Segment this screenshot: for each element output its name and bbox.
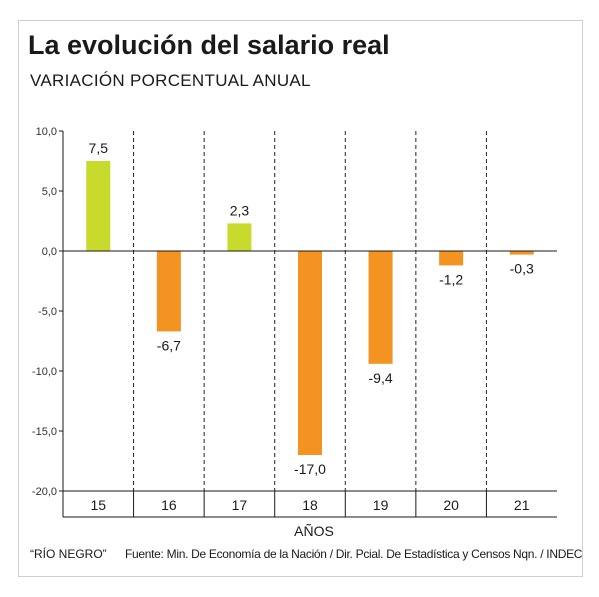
- x-axis-title: AÑOS: [294, 523, 334, 539]
- bar: [227, 223, 252, 251]
- x-tick-label: 20: [443, 497, 459, 513]
- chart-frame: [18, 20, 583, 577]
- chart-title: La evolución del salario real: [28, 30, 390, 60]
- bar: [368, 251, 393, 364]
- y-tick-label: 10,0: [36, 126, 57, 138]
- bars: [86, 161, 534, 455]
- y-tick-label: -20,0: [32, 486, 57, 498]
- data-label: -1,2: [439, 271, 463, 287]
- y-tick-labels: 10,0 5,0 0,0 -5,0 -10,0 -15,0 -20,0: [32, 126, 57, 498]
- x-tick-label: 15: [90, 497, 106, 513]
- data-label: 2,3: [230, 202, 250, 218]
- bar: [86, 161, 111, 251]
- y-tick-label: -5,0: [38, 306, 57, 318]
- data-labels: 7,5 -6,7 2,3 -17,0 -9,4 -1,2 -0,3: [89, 140, 534, 477]
- y-tick-label: 0,0: [42, 246, 57, 258]
- bar: [156, 251, 181, 332]
- y-tick-label: -15,0: [32, 426, 57, 438]
- footer-credit: “RÍO NEGRO”: [30, 547, 107, 561]
- x-tick-label: 21: [514, 497, 530, 513]
- bar: [509, 251, 534, 255]
- x-tick-label: 16: [161, 497, 177, 513]
- data-label: -0,3: [510, 261, 534, 277]
- data-label: 7,5: [89, 140, 109, 156]
- footer-source: Fuente: Min. De Economía de la Nación / …: [125, 547, 583, 561]
- gridlines: [133, 131, 487, 491]
- bar: [439, 251, 464, 266]
- x-tick-label: 17: [232, 497, 248, 513]
- bar: [298, 251, 322, 455]
- data-label: -17,0: [294, 461, 326, 477]
- y-tick-label: -10,0: [32, 366, 57, 378]
- x-tick-labels: 15 16 17 18 19 20 21: [90, 497, 529, 513]
- data-label: -9,4: [369, 370, 393, 386]
- axes: [59, 130, 557, 518]
- data-label: -6,7: [157, 337, 181, 353]
- chart-subtitle: VARIACIÓN PORCENTUAL ANUAL: [30, 71, 311, 90]
- x-tick-label: 19: [373, 497, 389, 513]
- x-tick-label: 18: [302, 497, 318, 513]
- y-tick-label: 5,0: [42, 186, 57, 198]
